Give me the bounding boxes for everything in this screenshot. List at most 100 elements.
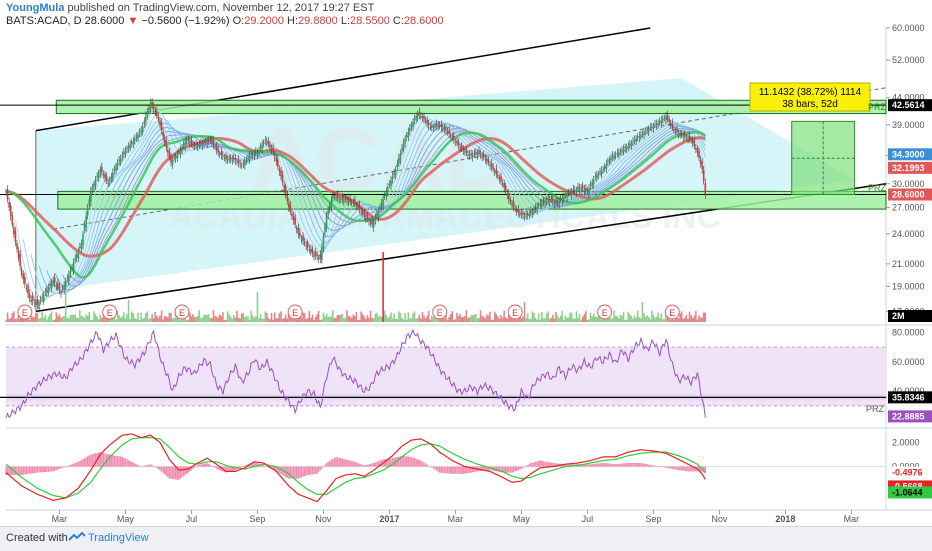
volume-bar [201, 317, 204, 322]
volume-bar [534, 317, 537, 322]
candle [330, 200, 333, 209]
volume-bar [528, 319, 531, 322]
volume-bar [121, 316, 124, 322]
macd-histogram-bar [442, 466, 444, 473]
volume-bar [602, 317, 604, 322]
macd-histogram-bar [588, 464, 590, 467]
macd-histogram-bar [197, 465, 199, 467]
volume-bar [261, 318, 263, 322]
candle [148, 107, 150, 110]
macd-histogram-bar [164, 466, 166, 475]
volume-bar [492, 319, 494, 322]
candle [558, 200, 560, 205]
volume-bar [508, 313, 510, 322]
candle [476, 152, 479, 156]
volume-bar [167, 317, 169, 322]
macd-histogram-bar [244, 465, 246, 467]
macd-histogram-bar [58, 466, 61, 469]
volume-bar [79, 310, 81, 322]
volume-bar [228, 314, 230, 322]
macd-histogram-bar [107, 454, 109, 467]
macd-histogram-bar [360, 464, 362, 467]
macd-histogram-bar [6, 466, 9, 476]
volume-bar [660, 313, 663, 322]
candle [116, 163, 119, 166]
macd-histogram-bar [681, 466, 683, 471]
volume-bar [321, 319, 323, 322]
price-tick-label: 24.0000 [892, 229, 925, 239]
volume-bar [467, 318, 469, 322]
volume-bar [17, 314, 20, 322]
candle [253, 153, 256, 157]
macd-histogram-bar [445, 466, 447, 474]
candle [231, 158, 234, 162]
volume-bar [218, 314, 221, 322]
candle [614, 154, 617, 156]
candle [341, 196, 344, 200]
volume-bar [319, 319, 322, 322]
candle [171, 160, 174, 165]
badge-volume: 2M [892, 311, 905, 321]
macd-histogram-bar [318, 466, 320, 473]
volume-bar [275, 318, 278, 322]
candle [93, 183, 95, 188]
candle [577, 186, 579, 189]
candle [280, 170, 282, 177]
macd-histogram-bar [170, 466, 172, 479]
candle [570, 191, 573, 196]
macd-histogram-bar [544, 461, 546, 467]
volume-bar [8, 318, 10, 322]
candle [42, 294, 45, 302]
candle [699, 160, 702, 164]
macd-histogram-bar [39, 466, 42, 473]
macd-histogram-bar [622, 463, 625, 467]
macd-histogram-bar [252, 462, 254, 467]
macd-histogram-bar [567, 464, 570, 467]
candle [438, 124, 441, 126]
candle [567, 193, 570, 195]
macd-histogram-bar [511, 466, 513, 473]
candle [679, 133, 681, 135]
volume-bar [266, 312, 268, 322]
macd-histogram-bar [223, 466, 226, 473]
candle [665, 116, 667, 120]
volume-bar [657, 312, 659, 322]
tradingview-brand-link[interactable]: TradingView [88, 532, 149, 544]
candle [347, 200, 350, 203]
volume-bar [215, 316, 218, 322]
volume-bar [66, 318, 69, 322]
candle [77, 250, 80, 258]
candle [360, 211, 362, 213]
chart-canvas[interactable]: ACAD ACADIA PHARMACEUTICALS INC 11.1432 … [0, 0, 932, 526]
candle [506, 194, 509, 196]
author-name[interactable]: YoungMula [6, 2, 65, 14]
candle [99, 169, 102, 174]
volume-bar [44, 314, 47, 322]
candle [473, 153, 476, 154]
candle [143, 120, 146, 124]
macd-histogram-bar [358, 463, 361, 467]
candle [552, 198, 554, 202]
macd-histogram-bar [402, 455, 405, 467]
volume-bar [385, 315, 388, 322]
macd-histogram-bar [44, 466, 46, 473]
ema-red-line [5, 136, 706, 258]
volume-bar [704, 312, 707, 322]
candle [58, 286, 61, 290]
volume-bar [470, 315, 472, 322]
macd-histogram-bar [153, 466, 155, 467]
volume-bar [179, 319, 182, 322]
candle [38, 302, 40, 310]
volume-bar [77, 318, 80, 322]
candle [416, 113, 419, 118]
volume-bar [462, 317, 465, 322]
volume-bar [16, 318, 18, 322]
ma-ribbon-line [70, 130, 706, 283]
volume-bar [456, 312, 458, 322]
volume-bar [206, 314, 208, 322]
candle [459, 147, 461, 148]
macd-histogram-bar [602, 462, 604, 467]
macd-histogram-bar [484, 466, 486, 471]
candle [407, 131, 410, 138]
volume-bar [368, 317, 370, 322]
